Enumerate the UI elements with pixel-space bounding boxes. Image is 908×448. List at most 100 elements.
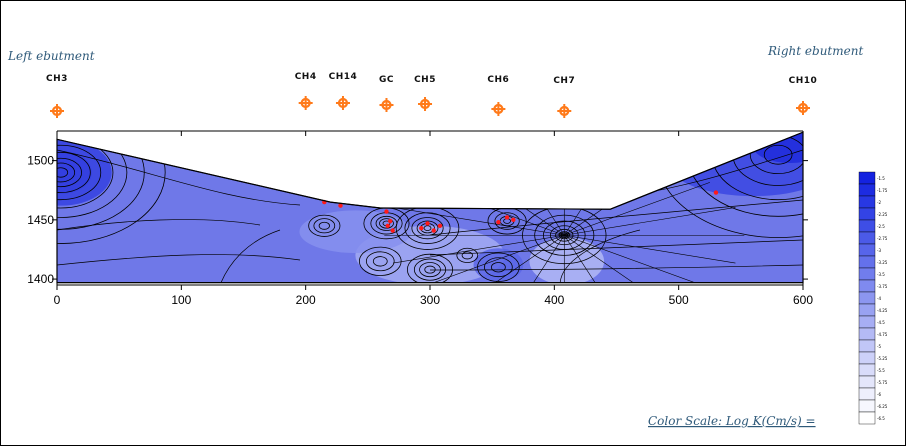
legend-swatch bbox=[858, 243, 876, 257]
x-tick-label: 0 bbox=[54, 293, 61, 307]
plot-area bbox=[56, 131, 804, 284]
left-abutment-label: Left ebutment bbox=[7, 49, 95, 63]
shade-region bbox=[473, 248, 524, 282]
test-point bbox=[425, 221, 430, 226]
test-point bbox=[338, 203, 343, 208]
legend-swatch bbox=[858, 387, 876, 401]
contour-line bbox=[429, 199, 803, 236]
contour-line bbox=[477, 252, 520, 282]
test-point bbox=[419, 225, 424, 231]
legend-swatch bbox=[858, 231, 876, 245]
test-point bbox=[388, 218, 393, 224]
legend-label: -4.25 bbox=[877, 308, 888, 313]
legend-label: -6.25 bbox=[877, 404, 888, 409]
test-point bbox=[390, 228, 395, 233]
legend-label: -4 bbox=[877, 296, 881, 301]
legend-swatch bbox=[858, 399, 876, 413]
y-tick-label: 1400 bbox=[27, 272, 54, 286]
y-tick-label: 1500 bbox=[27, 154, 54, 168]
test-point bbox=[384, 209, 389, 214]
legend-swatch bbox=[858, 195, 876, 209]
legend-swatch bbox=[858, 291, 876, 305]
contour-line bbox=[219, 229, 281, 283]
legend-swatch bbox=[858, 351, 876, 365]
test-point bbox=[431, 228, 436, 233]
contour-line bbox=[57, 132, 128, 218]
axes: 0 100 200 300 400 500 600 1400 1450 1500 bbox=[27, 130, 813, 307]
legend-swatch bbox=[858, 315, 876, 329]
contour-line bbox=[57, 151, 91, 193]
right-abutment-label: Right ebutment bbox=[767, 44, 863, 58]
legend-label: -1.75 bbox=[877, 188, 888, 193]
x-tick-label: 500 bbox=[669, 293, 689, 307]
contour-line bbox=[57, 254, 301, 266]
legend-swatch bbox=[858, 207, 876, 221]
legend-label: -3.75 bbox=[877, 284, 888, 289]
contour-line bbox=[308, 214, 341, 237]
test-point bbox=[496, 220, 501, 225]
legend-label: -2.5 bbox=[877, 224, 885, 229]
legend-label: -6.5 bbox=[877, 416, 885, 421]
test-point bbox=[437, 223, 443, 228]
legend-swatch bbox=[858, 219, 876, 233]
contour-line bbox=[564, 234, 671, 283]
contour-line bbox=[423, 225, 432, 231]
contour-line bbox=[564, 207, 736, 236]
x-tick-label: 100 bbox=[171, 293, 191, 307]
contour-line bbox=[57, 149, 301, 206]
legend-swatch bbox=[858, 363, 876, 377]
borehole-label: CH5 bbox=[414, 75, 436, 85]
color-legend: -1.5 -1.75 -2 -2.25 -2.5 -2.75 -3 -3.25 -3.5 -3.7… bbox=[858, 171, 888, 425]
legend-swatch bbox=[858, 339, 876, 353]
contour-line bbox=[491, 262, 506, 273]
contour-line bbox=[484, 257, 513, 278]
legend-label: -2.75 bbox=[877, 236, 888, 241]
x-tick-label: 200 bbox=[296, 293, 316, 307]
legend-label: -2 bbox=[877, 200, 881, 205]
contour-line bbox=[411, 217, 444, 240]
legend-label: -1.5 bbox=[877, 176, 885, 181]
legend-swatch bbox=[858, 183, 876, 197]
borehole-label: CH10 bbox=[789, 76, 818, 86]
legend-label: -5 bbox=[877, 344, 881, 349]
y-tick-label: 1450 bbox=[27, 213, 54, 227]
contour-line bbox=[418, 234, 565, 283]
shade-region bbox=[57, 139, 112, 206]
legend-swatch bbox=[858, 411, 876, 425]
contour-line bbox=[393, 234, 565, 264]
legend-label: -2.25 bbox=[877, 212, 888, 217]
test-point bbox=[511, 217, 516, 223]
contour-line bbox=[413, 258, 447, 281]
borehole-label: CH7 bbox=[553, 76, 575, 86]
legend-label: -4.5 bbox=[877, 320, 885, 325]
contour-line bbox=[406, 253, 454, 283]
test-point bbox=[713, 190, 719, 195]
contour-line bbox=[424, 265, 436, 274]
contour-line bbox=[494, 212, 520, 230]
contour-line bbox=[564, 234, 711, 283]
legend-swatch bbox=[858, 255, 876, 269]
borehole-label: CH4 bbox=[295, 72, 317, 82]
shade-region bbox=[299, 210, 412, 254]
borehole-marker: CH14 bbox=[329, 72, 357, 110]
shade-region bbox=[666, 132, 803, 197]
contour-line bbox=[358, 246, 402, 276]
section-outline bbox=[56, 131, 804, 284]
contour-lines bbox=[57, 132, 803, 283]
borehole-marker: CH6 bbox=[487, 75, 509, 116]
contour-line bbox=[372, 256, 388, 267]
borehole-marker: GC bbox=[379, 75, 394, 112]
legend-swatch bbox=[858, 303, 876, 317]
x-tick-label: 600 bbox=[793, 293, 813, 307]
contour-line bbox=[564, 234, 736, 264]
contour-line bbox=[57, 162, 76, 183]
contour-line bbox=[458, 234, 565, 283]
legend-label: -3 bbox=[877, 248, 881, 253]
x-tick-label: 400 bbox=[544, 293, 564, 307]
legend-swatch bbox=[858, 267, 876, 281]
contour-line bbox=[365, 251, 395, 272]
legend-label: -3.25 bbox=[877, 260, 888, 265]
borehole-marker: CH10 bbox=[789, 76, 818, 115]
